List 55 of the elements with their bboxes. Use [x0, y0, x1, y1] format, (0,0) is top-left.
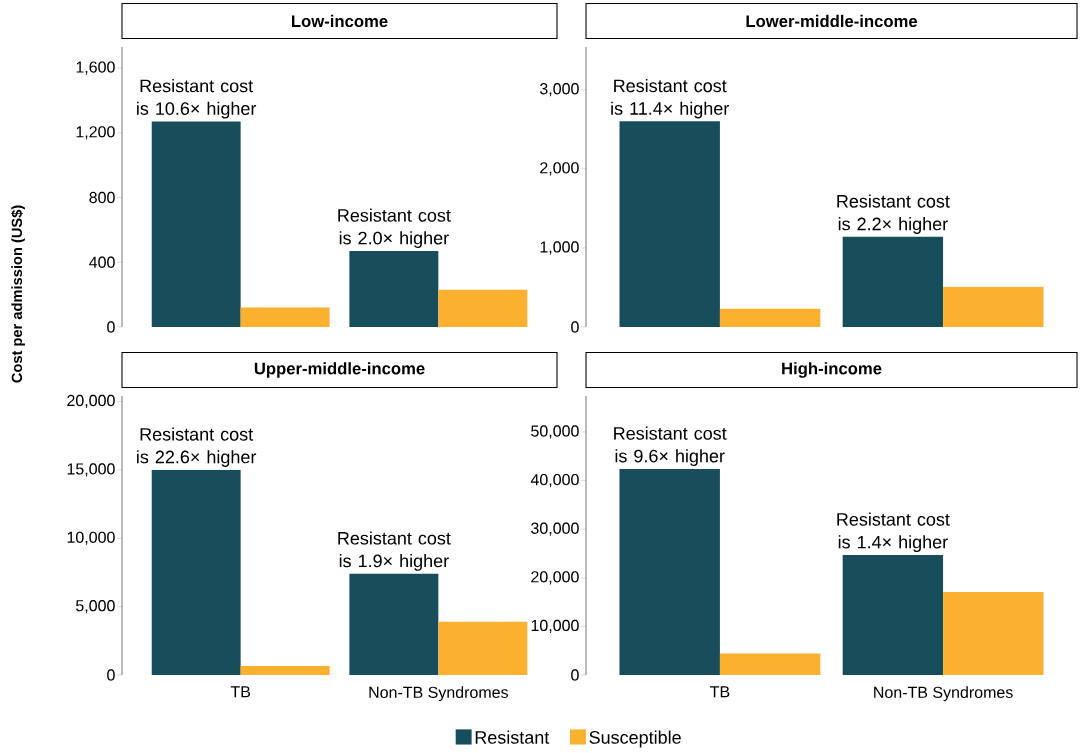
bar	[719, 308, 821, 327]
annotation: Resistant cost is 1.9× higher	[338, 531, 451, 571]
bar	[619, 468, 720, 675]
y-tick-label: 2,000	[540, 162, 579, 176]
y-tick-label: 0	[571, 321, 579, 333]
annotation: Resistant cost is 9.6× higher	[614, 426, 727, 466]
y-tick-label: 50,000	[531, 425, 579, 439]
bar	[151, 469, 241, 675]
x-tick-label: TB	[230, 686, 251, 698]
chart-title: Lower-middle-income	[746, 14, 918, 28]
x-tick-label: Non-TB Syndromes	[369, 686, 509, 702]
y-tick-label: 5,000	[76, 600, 115, 614]
bar	[438, 289, 528, 327]
y-tick-label: 20,000	[67, 394, 115, 409]
chart-title: Low-income	[292, 14, 388, 28]
bar	[349, 573, 439, 675]
y-tick-label: 20,000	[531, 571, 579, 585]
annotation: Resistant cost is 11.4× higher	[611, 78, 729, 119]
annotation: Resistant cost is 10.6× higher	[137, 79, 257, 119]
chart-title: High-income	[782, 362, 882, 378]
y-tick-label: 400	[89, 256, 115, 268]
y-tick-label: 1,600	[76, 61, 115, 75]
y-tick-label: 30,000	[531, 522, 579, 536]
y-tick-label: 3,000	[539, 83, 579, 97]
annotation: Resistant cost is 22.6× higher	[137, 427, 257, 467]
annotation: Resistant cost is 1.4× higher	[837, 512, 950, 553]
y-tick-label: 1,000	[540, 241, 579, 255]
bar	[438, 621, 528, 675]
y-axis-title: Cost per admission (US$)	[11, 205, 25, 383]
bar	[719, 653, 821, 675]
x-tick-label: Non-TB Syndromes	[874, 686, 1013, 702]
annotation: Resistant cost is 2.2× higher	[837, 194, 950, 234]
y-tick-label: 800	[89, 191, 115, 204]
y-tick-label: 0	[107, 669, 115, 681]
bar	[619, 121, 720, 327]
chart-title: Upper-middle-income	[254, 362, 425, 378]
bar	[842, 554, 944, 675]
legend-label: Susceptible	[589, 730, 681, 748]
y-tick-label: 1,200	[76, 126, 115, 140]
bar	[943, 591, 1044, 675]
bar	[943, 286, 1044, 327]
x-tick-label: TB	[710, 686, 730, 698]
y-tick-label: 40,000	[530, 473, 579, 488]
bar	[151, 121, 241, 327]
y-tick-label: 10,000	[67, 531, 115, 545]
bar	[349, 250, 439, 327]
bar	[240, 665, 330, 675]
y-tick-label: 10,000	[531, 619, 579, 634]
bar	[842, 236, 944, 327]
annotation: Resistant cost is 2.0× higher	[338, 208, 451, 248]
y-tick-label: 0	[571, 669, 579, 681]
bar	[240, 307, 330, 327]
y-tick-label: 0	[107, 321, 115, 333]
y-tick-label: 15,000	[67, 463, 115, 477]
legend-label: Resistant	[475, 730, 550, 744]
